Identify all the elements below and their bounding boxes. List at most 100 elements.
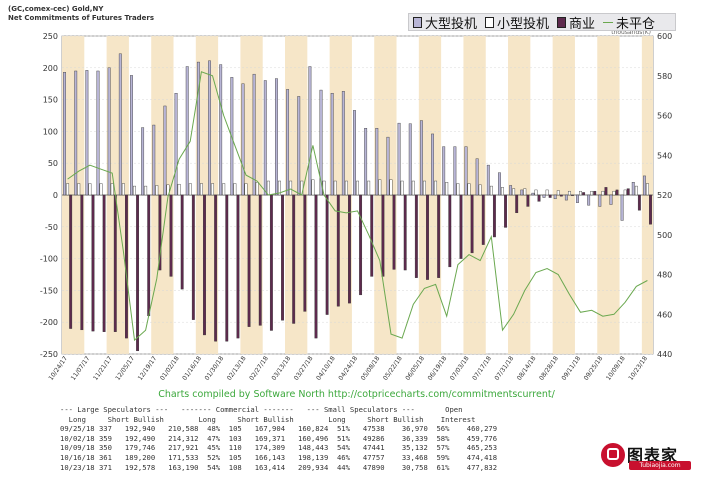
right-tick-label: 580 xyxy=(657,72,672,81)
bar-commercial xyxy=(236,194,240,339)
bar-commercial xyxy=(481,194,485,245)
bar-small-spec xyxy=(434,180,438,196)
bar-large-spec xyxy=(130,75,133,196)
bar-large-spec xyxy=(486,164,490,196)
bar-large-spec xyxy=(408,123,412,196)
bar-small-spec xyxy=(567,190,571,196)
x-tick-label: 12/05/17 xyxy=(114,355,136,382)
bar-large-spec xyxy=(419,120,423,196)
bar-commercial xyxy=(392,194,396,270)
bar-large-spec xyxy=(74,70,78,196)
left-tick-label: 150 xyxy=(43,96,58,105)
bar-commercial xyxy=(136,194,140,352)
bar-commercial xyxy=(292,194,296,324)
bar-small-spec xyxy=(601,190,605,196)
left-tick-label: -100 xyxy=(40,255,58,264)
right-tick-label: 500 xyxy=(657,231,672,240)
bar-large-spec xyxy=(453,146,457,196)
bar-commercial xyxy=(571,194,574,196)
bar-commercial xyxy=(437,194,441,278)
bar-large-spec xyxy=(576,194,579,203)
x-tick-label: 04/10/18 xyxy=(315,355,337,382)
bar-small-spec xyxy=(99,183,103,196)
bar-commercial xyxy=(615,189,619,196)
right-tick-label: 520 xyxy=(657,191,672,200)
bar-small-spec xyxy=(445,182,449,196)
bar-commercial xyxy=(69,194,73,329)
bar-large-spec xyxy=(520,189,524,196)
open-interest-line xyxy=(67,71,648,342)
bar-large-spec xyxy=(598,194,602,207)
bar-large-spec xyxy=(564,194,568,201)
bar-commercial xyxy=(637,194,641,211)
bar-large-spec xyxy=(141,127,145,196)
bar-commercial xyxy=(537,194,541,202)
left-tick-label: -200 xyxy=(40,318,58,327)
left-tick-label: -150 xyxy=(40,286,58,295)
x-tick-label: 03/13/18 xyxy=(271,355,293,382)
bar-large-spec xyxy=(330,93,334,196)
open-interest-line-path xyxy=(67,71,648,342)
bar-small-spec xyxy=(233,183,237,196)
bar-large-spec xyxy=(219,64,223,196)
legend-item-large-spec: 大型投机 xyxy=(413,13,477,32)
x-tick-label: 11/07/17 xyxy=(70,355,92,382)
bar-large-spec xyxy=(509,185,513,196)
bar-commercial xyxy=(448,194,452,268)
bar-commercial xyxy=(225,194,229,342)
left-tick-label: 0 xyxy=(53,191,58,200)
bar-small-spec xyxy=(579,190,582,196)
bar-commercial xyxy=(470,194,474,254)
bar-commercial xyxy=(191,194,195,320)
bar-small-spec xyxy=(66,183,70,196)
bar-commercial xyxy=(214,194,218,342)
bar-large-spec xyxy=(263,80,267,196)
left-tick-label: 50 xyxy=(48,159,58,168)
bar-commercial xyxy=(515,194,519,214)
left-tick-label: 100 xyxy=(43,127,58,136)
bar-small-spec xyxy=(344,180,348,196)
logo-name: 图表家 xyxy=(627,446,679,465)
bar-small-spec xyxy=(623,189,627,196)
bar-commercial xyxy=(381,194,385,277)
bar-small-spec xyxy=(155,185,159,196)
bar-commercial xyxy=(649,194,652,225)
bar-large-spec xyxy=(196,61,200,196)
bar-small-spec xyxy=(144,185,148,196)
bar-commercial xyxy=(325,194,329,315)
bar-small-spec xyxy=(523,188,527,196)
bar-small-spec xyxy=(411,180,415,196)
right-tick-label: 460 xyxy=(657,310,672,319)
bar-large-spec xyxy=(475,158,479,196)
left-tick-label: 250 xyxy=(43,32,58,41)
bar-small-spec xyxy=(244,183,248,196)
legend-swatch-open-interest xyxy=(603,21,614,23)
x-tick-label: 10/24/17 xyxy=(48,355,70,382)
bar-small-spec xyxy=(534,189,538,196)
bar-small-spec xyxy=(646,183,649,196)
bar-series xyxy=(63,53,652,352)
tubiaojia-logo: 图表家 Tubiaojia.com xyxy=(597,443,695,470)
bar-large-spec xyxy=(353,110,356,196)
bar-large-spec xyxy=(152,124,156,196)
bar-commercial xyxy=(258,194,262,326)
cot-data-table: --- Large Speculators --- ------- Commer… xyxy=(60,405,497,472)
left-tick-label: -250 xyxy=(40,350,58,359)
bar-commercial xyxy=(403,194,407,271)
legend-item-small-spec: 小型投机 xyxy=(485,13,549,32)
bar-commercial xyxy=(582,192,586,196)
legend: 大型投机 小型投机 商业 未平仓 xyxy=(408,13,676,32)
bar-small-spec xyxy=(501,187,504,196)
bar-large-spec xyxy=(386,136,390,196)
bar-small-spec xyxy=(456,183,460,196)
bar-commercial xyxy=(180,194,184,290)
x-tick-label: 05/08/18 xyxy=(360,355,382,382)
legend-swatch-commercial xyxy=(557,16,567,28)
x-tick-label: 01/16/18 xyxy=(181,355,203,382)
bar-small-spec xyxy=(378,179,382,196)
bar-large-spec xyxy=(542,194,546,198)
legend-item-open-interest: 未平仓 xyxy=(603,13,655,32)
bar-large-spec xyxy=(397,122,401,196)
bar-small-spec xyxy=(266,180,270,196)
